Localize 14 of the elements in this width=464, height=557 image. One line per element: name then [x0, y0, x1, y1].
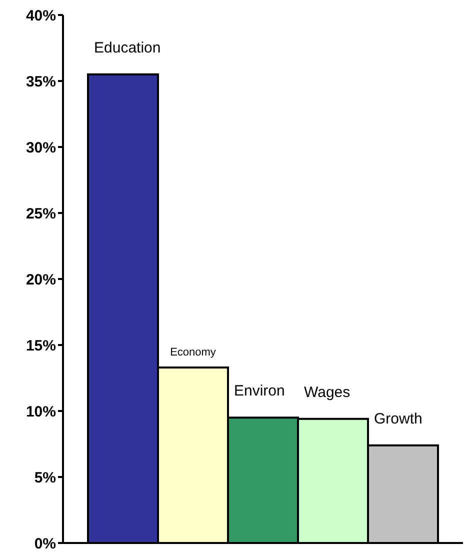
- x-tick-label: Education: [94, 39, 161, 56]
- x-tick-label: Wages: [304, 384, 350, 401]
- y-tick-label: 15%: [26, 337, 56, 354]
- y-tick-label: 30%: [26, 139, 56, 156]
- y-tick-label: 20%: [26, 271, 56, 288]
- y-tick-label: 35%: [26, 73, 56, 90]
- y-tick-label: 25%: [26, 205, 56, 222]
- x-tick-label: Environ: [234, 382, 285, 400]
- y-tick-label: 5%: [34, 469, 56, 486]
- x-tick-label: Economy: [170, 346, 216, 358]
- y-tick-label: 0%: [34, 535, 56, 552]
- y-tick-label: 40%: [26, 7, 56, 24]
- y-tick-label: 10%: [26, 403, 56, 420]
- x-tick-label: Growth: [374, 410, 422, 428]
